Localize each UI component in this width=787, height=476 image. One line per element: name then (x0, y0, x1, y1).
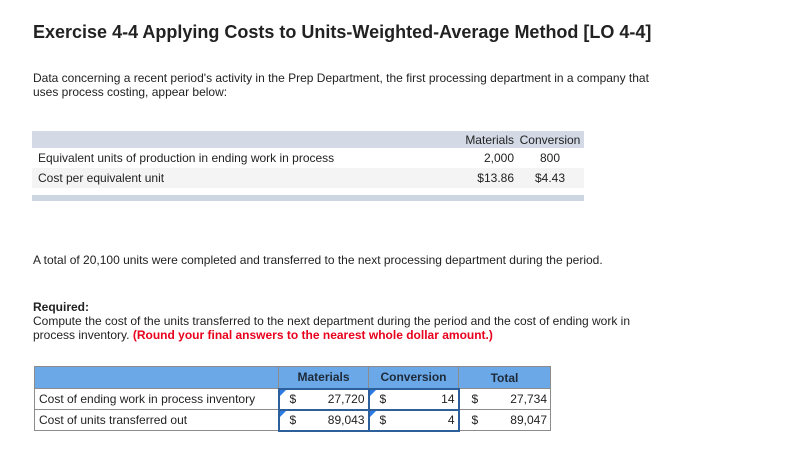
given-header-materials: Materials (465, 132, 514, 147)
answer-header-conversion: Conversion (368, 366, 459, 389)
ending-wip-total: $ 27,734 (458, 388, 551, 410)
input-value[interactable]: 14 (441, 392, 455, 406)
input-marker-icon (279, 410, 286, 417)
given-row-label: Equivalent units of production in ending… (38, 151, 335, 165)
currency-symbol: $ (379, 392, 387, 406)
answer-row-ending-wip: Cost of ending work in process inventory… (34, 387, 551, 411)
input-value[interactable]: 89,043 (327, 413, 365, 427)
transferred-out-conversion-input[interactable]: $ 4 (367, 408, 460, 432)
currency-symbol: $ (289, 413, 297, 427)
transferred-out-total: $ 89,047 (458, 409, 551, 431)
answer-table: Materials Conversion Total Cost of endin… (34, 366, 551, 432)
answer-header-row: Materials Conversion Total (34, 366, 551, 389)
given-header-row: Materials Conversion (32, 131, 584, 148)
total-value: 27,734 (510, 392, 547, 406)
units-completed-text: A total of 20,100 units were completed a… (33, 253, 603, 267)
total-value: 89,047 (510, 413, 547, 427)
input-marker-icon (369, 389, 376, 396)
given-row-conversion: $4.43 (534, 171, 566, 185)
required-text: Compute the cost of the units transferre… (33, 314, 631, 342)
currency-symbol: $ (471, 392, 479, 406)
ending-wip-conversion-input[interactable]: $ 14 (367, 387, 460, 411)
given-row: Cost per equivalent unit $13.86 $4.43 (32, 168, 584, 188)
answer-header-total: Total (458, 366, 551, 389)
given-row-conversion: 800 (539, 151, 561, 165)
given-header-conversion: Conversion (519, 132, 581, 147)
input-marker-icon (279, 389, 286, 396)
answer-header-blank (34, 366, 279, 389)
intro-text: Data concerning a recent period's activi… (33, 71, 649, 99)
page-title: Exercise 4-4 Applying Costs to Units-Wei… (33, 22, 652, 42)
transferred-out-materials-input[interactable]: $ 89,043 (277, 408, 370, 432)
answer-row-label: Cost of ending work in process inventory (34, 388, 279, 410)
answer-row-label: Cost of units transferred out (34, 409, 279, 431)
currency-symbol: $ (289, 392, 297, 406)
given-data-table: Materials Conversion Equivalent units of… (32, 131, 584, 201)
input-marker-icon (369, 410, 376, 417)
given-row-materials: 2,000 (483, 151, 514, 165)
answer-header-materials: Materials (278, 366, 369, 389)
given-row-materials: $13.86 (477, 171, 514, 185)
given-row: Equivalent units of production in ending… (32, 148, 584, 168)
currency-symbol: $ (379, 413, 387, 427)
given-table-bottom-bar (32, 195, 584, 201)
answer-row-transferred-out: Cost of units transferred out $ 89,043 $… (34, 408, 551, 432)
required-label: Required: (33, 300, 90, 314)
required-section: Required: Compute the cost of the units … (33, 300, 673, 342)
input-value[interactable]: 4 (447, 413, 455, 427)
input-value[interactable]: 27,720 (327, 392, 365, 406)
rounding-hint: (Round your final answers to the nearest… (132, 328, 493, 342)
ending-wip-materials-input[interactable]: $ 27,720 (277, 387, 370, 411)
currency-symbol: $ (471, 413, 479, 427)
given-row-label: Cost per equivalent unit (38, 171, 165, 185)
